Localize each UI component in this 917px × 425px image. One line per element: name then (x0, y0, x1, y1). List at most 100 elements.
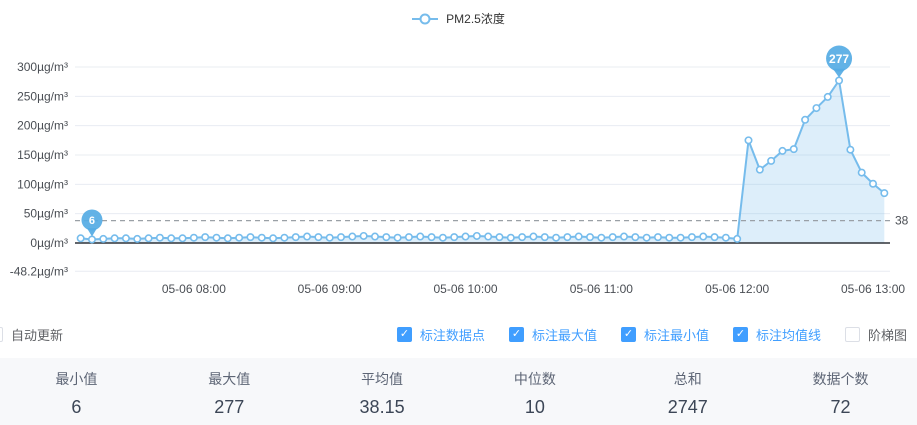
data-point[interactable] (223, 234, 232, 243)
data-point[interactable] (789, 145, 798, 154)
data-point[interactable] (133, 234, 142, 243)
stat-value: 38.15 (359, 397, 405, 417)
checkbox-icon[interactable] (396, 326, 412, 342)
data-point[interactable] (269, 234, 278, 243)
data-point[interactable] (540, 233, 549, 242)
data-point[interactable] (280, 233, 289, 242)
auto-update-checkbox[interactable]: 自动更新 (0, 325, 63, 344)
data-point[interactable] (619, 232, 628, 241)
pm25-line-chart[interactable]: 300µg/m³ 250µg/m³ 200µg/m³ 150µg/m³ 100µg/m³… (0, 0, 917, 310)
data-point[interactable] (121, 234, 130, 243)
stat-value: 72 (830, 397, 851, 417)
data-point[interactable] (189, 233, 198, 242)
x-axis-tick-label: 05-06 10:00 (433, 282, 497, 296)
data-point[interactable] (631, 233, 640, 242)
data-point[interactable] (427, 233, 436, 242)
data-point[interactable] (404, 233, 413, 242)
data-point[interactable] (823, 92, 832, 101)
checkbox-icon[interactable] (508, 326, 524, 342)
x-axis-tick-label: 05-06 12:00 (705, 282, 769, 296)
toggle-data-points[interactable]: 标注数据点 (396, 325, 485, 344)
toggle-label: 标注最大值 (531, 327, 597, 343)
data-point[interactable] (337, 233, 346, 242)
checkbox-icon[interactable] (844, 326, 860, 342)
data-point[interactable] (812, 104, 821, 113)
data-point[interactable] (235, 233, 244, 242)
checkbox-icon[interactable] (732, 326, 748, 342)
data-point[interactable] (529, 232, 538, 241)
y-axis-tick-label: 50µg/m³ (24, 207, 68, 221)
data-point[interactable] (506, 233, 515, 242)
data-point[interactable] (212, 233, 221, 242)
data-point[interactable] (665, 233, 674, 242)
data-point[interactable] (857, 168, 866, 177)
data-point[interactable] (359, 231, 368, 240)
data-point[interactable] (257, 233, 266, 242)
data-point[interactable] (563, 233, 572, 242)
checkbox-icon[interactable] (0, 326, 3, 342)
data-point[interactable] (518, 233, 527, 242)
data-point[interactable] (472, 231, 481, 240)
toggle-max-value[interactable]: 标注最大值 (508, 325, 597, 344)
data-point[interactable] (99, 234, 108, 243)
data-point[interactable] (348, 232, 357, 241)
stat-label: 平均值 (361, 371, 404, 387)
data-point[interactable] (721, 233, 730, 242)
data-point[interactable] (450, 233, 459, 242)
data-point[interactable] (393, 233, 402, 242)
data-point[interactable] (155, 233, 164, 242)
data-point[interactable] (778, 146, 787, 155)
toggle-avg-line[interactable]: 标注均值线 (732, 325, 821, 344)
data-point[interactable] (880, 189, 889, 198)
data-point[interactable] (201, 233, 210, 242)
y-axis-tick-label: 100µg/m³ (17, 177, 68, 191)
max-value-pin[interactable] (826, 45, 853, 72)
data-point[interactable] (653, 233, 662, 242)
data-point[interactable] (416, 232, 425, 241)
data-point[interactable] (303, 232, 312, 241)
data-point[interactable] (461, 232, 470, 241)
data-point[interactable] (382, 233, 391, 242)
data-point[interactable] (438, 233, 447, 242)
y-axis-tick-label: 250µg/m³ (17, 89, 68, 103)
data-point[interactable] (801, 115, 810, 124)
data-point[interactable] (755, 165, 764, 174)
data-point[interactable] (699, 232, 708, 241)
series-line-icon (412, 13, 439, 24)
toggle-min-value[interactable]: 标注最小值 (620, 325, 709, 344)
min-value-pin[interactable] (81, 209, 103, 231)
data-point[interactable] (676, 233, 685, 242)
data-point[interactable] (144, 234, 153, 243)
toggle-step-chart[interactable]: 阶梯图 (844, 325, 907, 344)
data-point[interactable] (484, 232, 493, 241)
y-axis-tick-label: 0µg/m³ (30, 236, 68, 250)
checkbox-icon[interactable] (620, 326, 636, 342)
data-point[interactable] (687, 233, 696, 242)
data-point[interactable] (869, 179, 878, 188)
data-point[interactable] (744, 136, 753, 145)
data-point[interactable] (597, 233, 606, 242)
data-point[interactable] (495, 233, 504, 242)
data-point[interactable] (608, 233, 617, 242)
data-point[interactable] (552, 233, 561, 242)
series-area (80, 80, 885, 243)
data-point[interactable] (586, 233, 595, 242)
data-point[interactable] (167, 234, 176, 243)
data-point[interactable] (733, 234, 742, 243)
data-point[interactable] (574, 232, 583, 241)
data-point[interactable] (370, 232, 379, 241)
data-point[interactable] (767, 156, 776, 165)
data-point[interactable] (835, 76, 844, 85)
data-point[interactable] (76, 234, 85, 243)
data-point[interactable] (291, 233, 300, 242)
data-point[interactable] (87, 235, 96, 244)
data-point[interactable] (642, 233, 651, 242)
data-point[interactable] (110, 234, 119, 243)
data-point[interactable] (710, 233, 719, 242)
data-point[interactable] (846, 145, 855, 154)
legend-pm25[interactable]: PM2.5浓度 (0, 10, 917, 27)
data-point[interactable] (314, 233, 323, 242)
data-point[interactable] (246, 233, 255, 242)
data-point[interactable] (178, 234, 187, 243)
data-point[interactable] (325, 233, 334, 242)
